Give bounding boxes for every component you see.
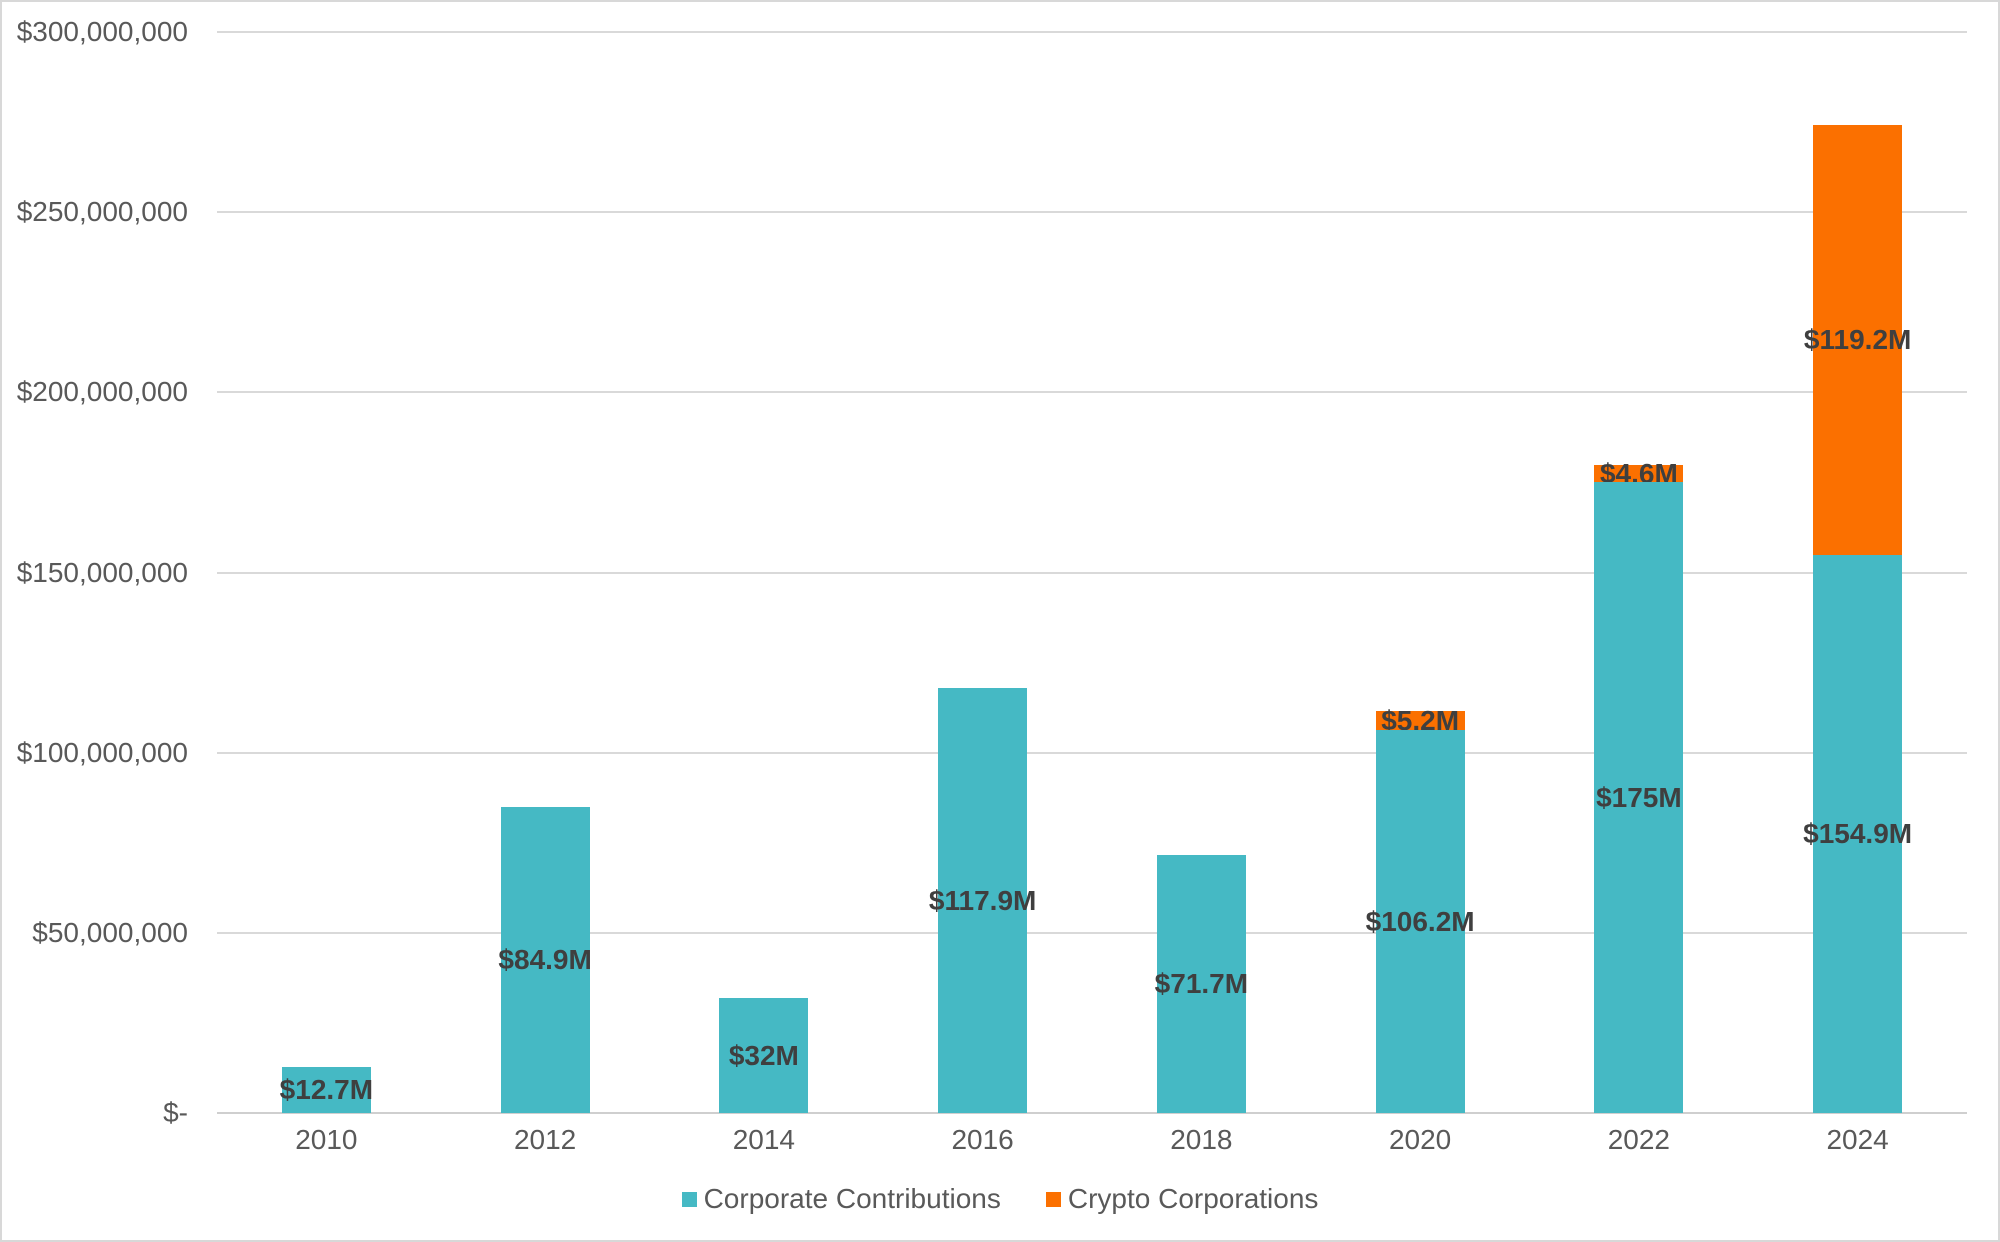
x-axis-tick-label: 2014 bbox=[732, 1124, 796, 1155]
data-label: $106.2M bbox=[1365, 905, 1475, 937]
y-axis-tick-label: $150,000,000 bbox=[16, 557, 188, 588]
bar-segment-corporate-contributions: $84.9M bbox=[498, 807, 592, 1113]
bar-segment-crypto-corporations: $5.2M bbox=[1375, 705, 1465, 735]
bar-column-2022: $4.6M $175M bbox=[1594, 458, 1684, 1113]
y-axis-tick-label: $200,000,000 bbox=[16, 376, 188, 407]
y-axis-tick-label: $- bbox=[163, 1097, 188, 1128]
data-label: $32M bbox=[728, 1039, 799, 1071]
y-axis-tick-label: $250,000,000 bbox=[16, 196, 188, 227]
bar-column-2020: $5.2M $106.2M bbox=[1366, 705, 1475, 1113]
x-axis-tick-label: 2022 bbox=[1607, 1124, 1671, 1155]
gridline bbox=[217, 391, 1967, 393]
legend-item: Corporate Contributions bbox=[681, 1183, 1001, 1215]
y-axis-tick-label: $100,000,000 bbox=[16, 737, 188, 768]
bar-segment-crypto-corporations: $4.6M bbox=[1594, 458, 1684, 488]
bar-segment-corporate-contributions: $106.2M bbox=[1366, 730, 1475, 1113]
x-axis-tick-label: 2018 bbox=[1170, 1124, 1233, 1155]
bar-segment-corporate-contributions: $71.7M bbox=[1154, 855, 1249, 1113]
legend: Corporate Contributions Crypto Corporatio… bbox=[2, 1183, 1998, 1215]
bar-column-2010: $12.7M bbox=[279, 1067, 374, 1113]
gridline bbox=[217, 572, 1967, 574]
gridline bbox=[217, 31, 1967, 33]
x-axis-tick-label: 2016 bbox=[951, 1124, 1014, 1155]
legend-swatch-icon bbox=[1045, 1191, 1061, 1207]
legend-label: Crypto Corporations bbox=[1067, 1183, 1319, 1214]
x-axis-tick-label: 2020 bbox=[1388, 1124, 1452, 1155]
legend-label: Corporate Contributions bbox=[703, 1183, 1001, 1214]
data-label: $84.9M bbox=[498, 944, 592, 975]
y-axis-tick-label: $50,000,000 bbox=[32, 917, 188, 948]
data-label: $119.2M bbox=[1803, 324, 1912, 355]
data-label: $175M bbox=[1596, 781, 1682, 813]
bar-segment-corporate-contributions: $32M bbox=[719, 998, 809, 1113]
bar-segment-corporate-contributions: $154.9M bbox=[1803, 555, 1912, 1113]
gridline bbox=[217, 211, 1967, 213]
bar-column-2012: $84.9M bbox=[498, 807, 592, 1113]
data-label: $71.7M bbox=[1154, 968, 1249, 999]
legend-swatch-icon bbox=[681, 1191, 697, 1207]
bar-column-2024: $119.2M $154.9M bbox=[1803, 125, 1912, 1113]
bar-segment-corporate-contributions: $117.9M bbox=[929, 688, 1036, 1113]
data-label: $117.9M bbox=[928, 884, 1037, 916]
bar-segment-corporate-contributions: $12.7M bbox=[279, 1067, 374, 1113]
bar-column-2018: $71.7M bbox=[1154, 855, 1249, 1113]
x-axis-tick-label: 2024 bbox=[1826, 1124, 1889, 1155]
bar-column-2016: $117.9M bbox=[929, 688, 1036, 1113]
bar-segment-crypto-corporations: $119.2M bbox=[1804, 125, 1911, 555]
legend-item: Crypto Corporations bbox=[1045, 1183, 1319, 1215]
gridline bbox=[217, 752, 1967, 754]
x-axis-tick-label: 2010 bbox=[295, 1124, 358, 1155]
x-axis-tick-label: 2012 bbox=[513, 1124, 577, 1155]
data-label: $154.9M bbox=[1803, 818, 1913, 849]
gridline bbox=[217, 932, 1967, 934]
bar-column-2014: $32M bbox=[719, 998, 809, 1113]
data-label: $12.7M bbox=[279, 1074, 374, 1105]
y-axis-tick-label: $300,000,000 bbox=[16, 16, 188, 47]
bar-segment-corporate-contributions: $175M bbox=[1594, 482, 1684, 1113]
x-axis-line bbox=[217, 1112, 1967, 1114]
